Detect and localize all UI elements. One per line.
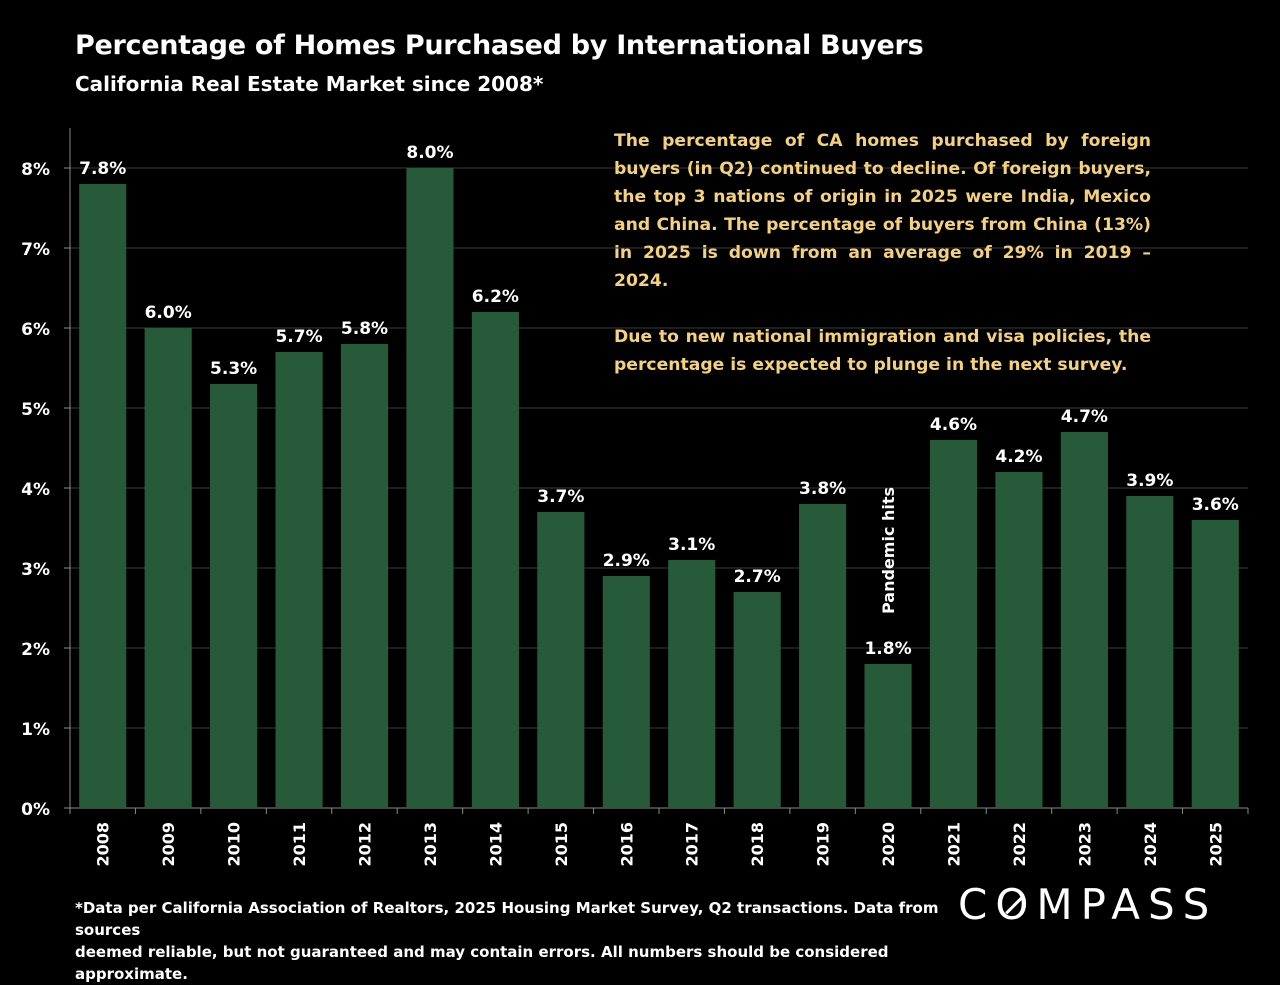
bar-2025 <box>1191 520 1239 808</box>
value-label-2019: 3.8% <box>799 479 846 499</box>
bar-2012 <box>340 344 389 808</box>
bar-2008 <box>79 184 127 808</box>
bars <box>79 168 1239 808</box>
bar-2020 <box>864 664 912 808</box>
x-tick-label-2017: 2017 <box>683 822 702 867</box>
value-label-2017: 3.1% <box>668 535 715 555</box>
value-label-2016: 2.9% <box>603 551 650 571</box>
value-labels: 7.8% 6.0% 5.3% 5.7% 5.8% 8.0% 6.2% 3.7% 2.9% 3.1%… <box>79 143 1239 659</box>
x-tick-label-2016: 2016 <box>617 822 636 867</box>
footnote: *Data per California Association of Real… <box>75 897 945 985</box>
bar-chart: 7.8% 6.0% 5.3% 5.7% 5.8% 8.0% 6.2% 3.7% 2.9% 3.1%… <box>21 128 1249 867</box>
bar-2023 <box>1060 432 1108 808</box>
bar-2019 <box>799 504 847 808</box>
x-tick-label-2022: 2022 <box>1010 822 1029 867</box>
y-tick-label: 3% <box>21 560 50 580</box>
annotation-paragraph-2: Due to new national immigration and visa… <box>614 327 1151 375</box>
value-label-2025: 3.6% <box>1192 495 1239 515</box>
y-tick-label: 4% <box>21 480 50 500</box>
value-label-2008: 7.8% <box>79 159 126 179</box>
annotation-paragraph-1: The percentage of CA homes purchased by … <box>614 131 1151 291</box>
value-label-2009: 6.0% <box>145 303 192 323</box>
y-tick-label: 5% <box>21 400 50 420</box>
bar-2024 <box>1126 496 1174 808</box>
annotation-text: The percentage of CA homes purchased by … <box>614 127 1151 407</box>
value-label-2011: 5.7% <box>275 327 322 347</box>
gridlines <box>70 167 1248 729</box>
value-label-2014: 6.2% <box>472 287 519 307</box>
x-tick-label-2008: 2008 <box>94 822 113 867</box>
x-tick-labels: 2008 2009 2010 2011 2012 2013 2014 2015 2016 2017… <box>94 822 1226 867</box>
x-tick-label-2020: 2020 <box>879 822 898 867</box>
value-label-2012: 5.8% <box>341 319 388 339</box>
value-label-2020: 1.8% <box>864 639 911 659</box>
x-tick-label-2009: 2009 <box>159 822 178 867</box>
chart-annotations: Pandemic hits <box>879 487 898 614</box>
value-label-2015: 3.7% <box>537 487 584 507</box>
bar-2014 <box>471 312 519 808</box>
y-tick-label: 2% <box>21 640 50 660</box>
y-tick-label: 7% <box>21 240 50 260</box>
x-tick-label-2023: 2023 <box>1075 822 1094 867</box>
x-tick-label-2019: 2019 <box>814 822 833 867</box>
pandemic-annotation: Pandemic hits <box>879 487 898 614</box>
x-tick-label-2025: 2025 <box>1206 822 1225 867</box>
bar-2022 <box>995 472 1043 808</box>
bar-2009 <box>144 328 192 808</box>
footnote-line-2: deemed reliable, but not guaranteed and … <box>75 943 889 983</box>
bar-2015 <box>537 512 585 808</box>
x-tick-label-2011: 2011 <box>290 822 309 867</box>
compass-logo: COMPASS <box>958 880 1217 929</box>
x-tick-label-2024: 2024 <box>1141 822 1160 867</box>
footnote-line-1: *Data per California Association of Real… <box>75 899 939 939</box>
y-tick-label: 0% <box>21 800 50 820</box>
logo-slashed-o: O <box>995 880 1037 929</box>
logo-text-start: C <box>958 880 996 929</box>
x-tick-label-2021: 2021 <box>945 822 964 867</box>
value-label-2023: 4.7% <box>1061 407 1108 427</box>
logo-text-end: MPASS <box>1036 880 1218 929</box>
value-label-2018: 2.7% <box>734 567 781 587</box>
value-label-2010: 5.3% <box>210 359 257 379</box>
y-tick-label: 8% <box>21 160 50 180</box>
bar-2010 <box>210 384 258 808</box>
bar-2018 <box>733 592 781 808</box>
bar-2017 <box>668 560 716 808</box>
y-tick-label: 6% <box>21 320 50 340</box>
x-tick-label-2010: 2010 <box>225 822 244 867</box>
bar-2021 <box>929 440 978 808</box>
chart-subtitle: California Real Estate Market since 2008… <box>75 72 544 96</box>
x-tick-label-2018: 2018 <box>748 822 767 867</box>
value-label-2024: 3.9% <box>1126 471 1173 491</box>
chart-title: Percentage of Homes Purchased by Interna… <box>75 30 924 61</box>
y-tick-label: 1% <box>21 720 50 740</box>
x-tick-label-2013: 2013 <box>421 822 440 867</box>
bar-2011 <box>275 352 323 808</box>
bar-2013 <box>406 168 454 808</box>
value-label-2013: 8.0% <box>406 143 453 163</box>
value-label-2021: 4.6% <box>930 415 977 435</box>
y-tick-labels: 0% 1% 2% 3% 4% 5% 6% 7% 8% <box>21 160 50 820</box>
x-tick-label-2014: 2014 <box>486 822 505 867</box>
value-label-2022: 4.2% <box>995 447 1042 467</box>
bar-2016 <box>602 576 650 808</box>
x-tick-label-2015: 2015 <box>552 822 571 867</box>
x-tick-label-2012: 2012 <box>356 822 375 867</box>
axes <box>64 128 1249 814</box>
